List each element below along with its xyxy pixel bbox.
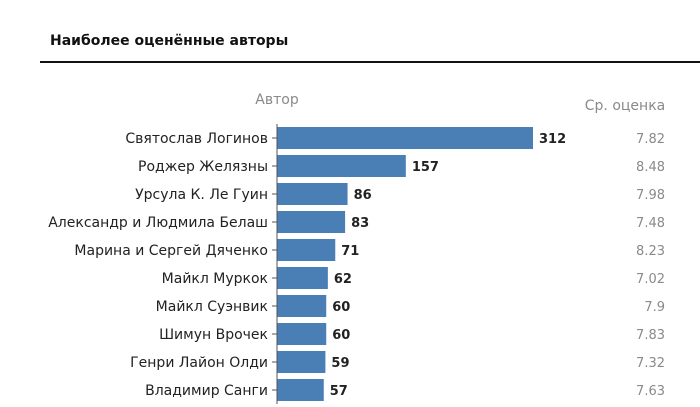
rating-value: 7.02 <box>636 272 665 287</box>
rating-header: Ср. оценка <box>585 98 665 114</box>
category-label: Роджер Желязны <box>138 159 268 175</box>
title-divider <box>40 61 700 63</box>
bar[interactable] <box>277 127 533 149</box>
rating-value: 7.83 <box>636 328 665 343</box>
rating-value: 8.48 <box>636 160 665 175</box>
category-label: Святослав Логинов <box>125 131 268 147</box>
rating-value: 7.98 <box>636 188 665 203</box>
bar-value-label: 57 <box>330 384 348 399</box>
bar[interactable] <box>277 183 348 205</box>
bar[interactable] <box>277 211 346 233</box>
category-header: Автор <box>255 92 299 108</box>
bar[interactable] <box>277 267 328 289</box>
bar[interactable] <box>277 323 327 345</box>
rating-value: 8.23 <box>636 244 665 259</box>
bar[interactable] <box>277 351 326 373</box>
rating-value: 7.63 <box>636 384 665 399</box>
bar-value-label: 157 <box>412 160 439 175</box>
rating-value: 7.9 <box>644 300 665 315</box>
bar-value-label: 83 <box>351 216 369 231</box>
category-label: Урсула К. Ле Гуин <box>135 187 268 203</box>
bar-value-label: 62 <box>334 272 352 287</box>
rating-value: 7.82 <box>636 132 665 147</box>
category-label: Владимир Санги <box>145 383 268 399</box>
category-label: Майкл Муркок <box>162 271 268 287</box>
rating-value: 7.32 <box>636 356 665 371</box>
bar-value-label: 71 <box>341 244 359 259</box>
bar[interactable] <box>277 379 324 401</box>
category-label: Майкл Суэнвик <box>156 299 268 315</box>
bar-value-label: 59 <box>331 356 349 371</box>
bar-value-label: 86 <box>354 188 372 203</box>
bar[interactable] <box>277 239 336 261</box>
category-label: Александр и Людмила Белаш <box>48 215 268 231</box>
category-label: Марина и Сергей Дяченко <box>74 243 268 259</box>
bar-value-label: 312 <box>539 132 566 147</box>
category-label: Генри Лайон Олди <box>130 355 268 371</box>
bar-value-label: 60 <box>332 328 350 343</box>
bar-value-label: 60 <box>332 300 350 315</box>
chart-title: Наиболее оценённые авторы <box>50 33 289 49</box>
rating-value: 7.48 <box>636 216 665 231</box>
bar[interactable] <box>277 155 406 177</box>
bar[interactable] <box>277 295 327 317</box>
category-label: Шимун Врочек <box>159 327 268 343</box>
